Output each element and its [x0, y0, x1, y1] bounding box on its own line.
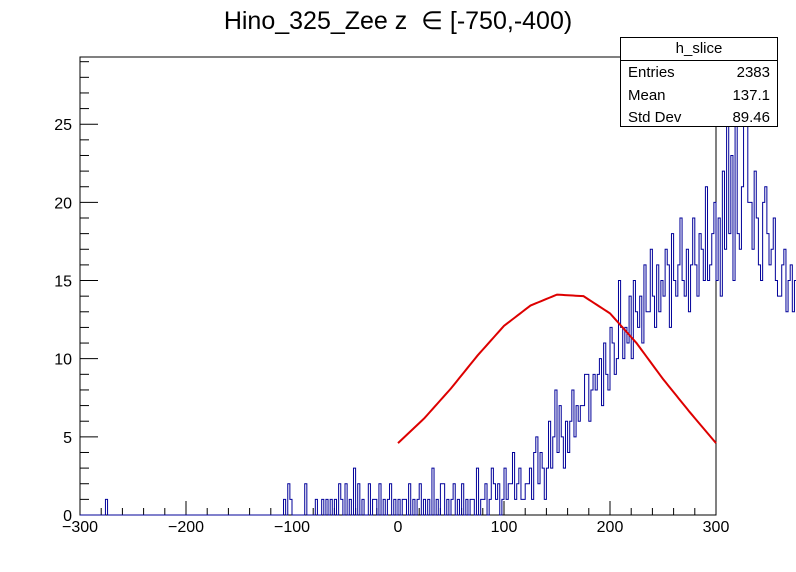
histogram-series — [80, 76, 796, 516]
stats-stddev-value: 89.46 — [732, 109, 770, 126]
stats-entries-value: 2383 — [736, 64, 770, 81]
minor-ticks — [80, 61, 696, 515]
stats-mean-row: Mean 137.1 — [621, 84, 777, 107]
x-tick-label: −300 — [62, 519, 98, 536]
y-tick-label: 0 — [63, 508, 72, 525]
x-tick-label: 0 — [394, 519, 403, 536]
y-tick-label: 10 — [54, 352, 72, 369]
stats-box: h_slice Entries 2383 Mean 137.1 Std Dev … — [620, 37, 778, 127]
y-axis-tick-labels: 0 5 10 15 20 25 — [54, 117, 72, 525]
x-tick-label: −100 — [274, 519, 310, 536]
y-tick-label: 5 — [63, 430, 72, 447]
y-tick-label: 20 — [54, 195, 72, 212]
x-tick-label: 300 — [703, 519, 730, 536]
stats-entries-row: Entries 2383 — [621, 61, 777, 84]
y-tick-label: 15 — [54, 274, 72, 291]
stats-mean-label: Mean — [628, 86, 666, 104]
x-tick-label: 200 — [597, 519, 624, 536]
stats-box-title: h_slice — [621, 38, 777, 61]
chart-title: Hino_325_Zee z ∈ [-750,-400) — [223, 7, 573, 35]
stats-entries-label: Entries — [628, 64, 675, 81]
y-tick-label: 25 — [54, 117, 72, 134]
stats-stddev-row: Std Dev 89.46 — [621, 106, 777, 129]
stats-mean-value: 137.1 — [732, 86, 770, 104]
fit-curve — [397, 293, 717, 444]
stats-stddev-label: Std Dev — [628, 109, 682, 126]
x-axis-tick-labels: −300 −200 −100 0 100 200 300 — [62, 519, 729, 536]
x-tick-label: −200 — [168, 519, 204, 536]
x-tick-label: 100 — [491, 519, 518, 536]
